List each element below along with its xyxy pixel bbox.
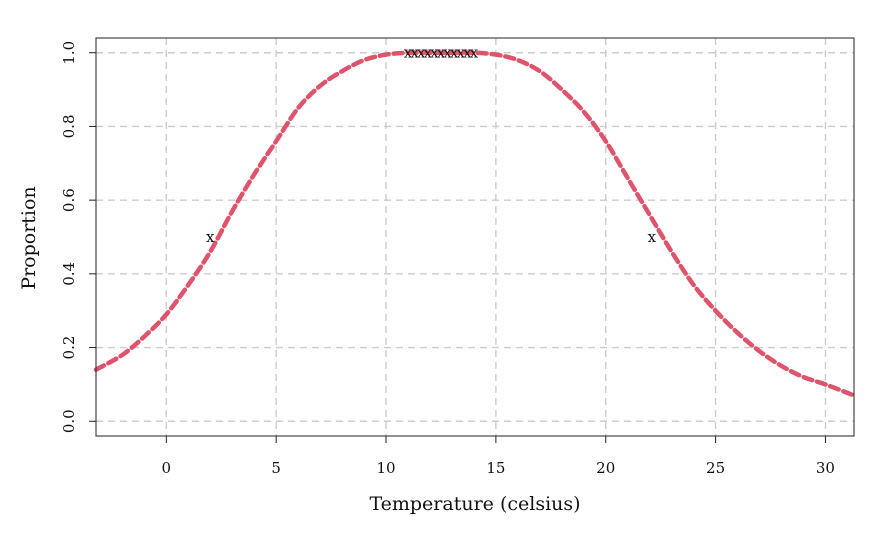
- x-tick-label: 30: [816, 459, 835, 477]
- curve-layer: [93, 50, 857, 398]
- x-tick-label: 25: [706, 459, 725, 477]
- data-point-marker: x: [443, 44, 452, 62]
- plot-frame: [95, 37, 855, 437]
- x-tick-label: 15: [486, 459, 505, 477]
- data-point-marker: x: [410, 44, 419, 62]
- data-point-marker: x: [470, 44, 479, 62]
- data-point-marker: x: [417, 44, 426, 62]
- x-tick-label: 20: [596, 459, 615, 477]
- x-axis-title: Temperature (celsius): [369, 493, 580, 515]
- y-tick-label: 1.0: [60, 41, 78, 65]
- data-point-marker: x: [424, 44, 433, 62]
- x-tick-label: 0: [162, 459, 172, 477]
- series-line: [93, 50, 857, 398]
- data-point-marker: x: [206, 228, 215, 246]
- y-tick-label: 0.8: [60, 115, 78, 139]
- data-point-marker: x: [450, 44, 459, 62]
- data-point-marker: x: [404, 44, 413, 62]
- x-tick-label: 5: [271, 459, 281, 477]
- data-point-marker: x: [430, 44, 439, 62]
- x-axis: 0 5 10 15 20 25 30: [162, 436, 835, 477]
- y-tick-label: 0.6: [60, 188, 78, 212]
- data-point-marker: x: [648, 228, 657, 246]
- y-axis: 0.0 0.2 0.4 0.6 0.8 1.0: [60, 41, 96, 433]
- data-point-marker: x: [437, 44, 446, 62]
- y-tick-label: 0.4: [60, 262, 78, 286]
- grid: [96, 38, 854, 436]
- data-point-marker: x: [456, 44, 465, 62]
- y-axis-title: Proportion: [18, 186, 40, 289]
- y-tick-label: 0.0: [60, 409, 78, 433]
- y-tick-label: 0.2: [60, 336, 78, 360]
- x-tick-label: 10: [376, 459, 395, 477]
- data-point-marker: x: [463, 44, 472, 62]
